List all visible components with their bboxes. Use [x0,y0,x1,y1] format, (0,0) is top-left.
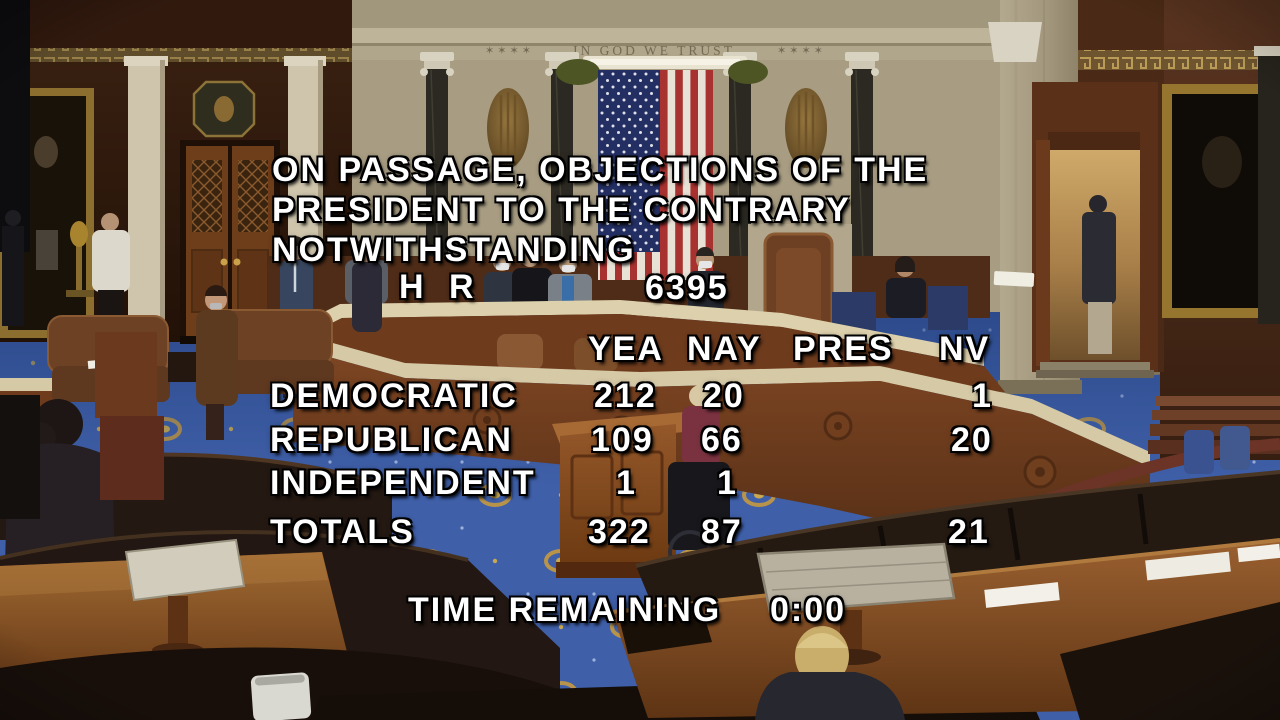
yea-value: 1 [616,464,637,502]
col-header-nv: NV [939,330,991,368]
yea-value: 212 [594,377,657,415]
title-line-2: PRESIDENT TO THE CONTRARY [272,191,851,229]
nay-value: 66 [701,421,743,459]
col-header-yea: YEA [588,330,664,368]
party-label: DEMOCRATIC [270,377,518,415]
time-remaining-value: 0:00 [770,591,847,629]
party-label: REPUBLICAN [270,421,513,459]
nay-value: 1 [717,464,738,502]
col-header-nay: NAY [687,330,762,368]
nv-value: 1 [972,377,993,415]
col-header-pres: PRES [793,330,894,368]
party-label: TOTALS [270,513,415,551]
title-line-3: NOTWITHSTANDING [272,231,636,269]
yea-value: 322 [588,513,651,551]
yea-value: 109 [591,421,654,459]
title-line-1: ON PASSAGE, OBJECTIONS OF THE [272,151,929,189]
bill-number: 6395 [645,269,729,307]
bill-prefix: H R [399,268,482,306]
party-label: INDEPENDENT [270,464,536,502]
time-remaining-label: TIME REMAINING [408,591,722,629]
nay-value: 20 [703,377,745,415]
nv-value: 21 [948,513,990,551]
nay-value: 87 [701,513,743,551]
nv-value: 20 [951,421,993,459]
